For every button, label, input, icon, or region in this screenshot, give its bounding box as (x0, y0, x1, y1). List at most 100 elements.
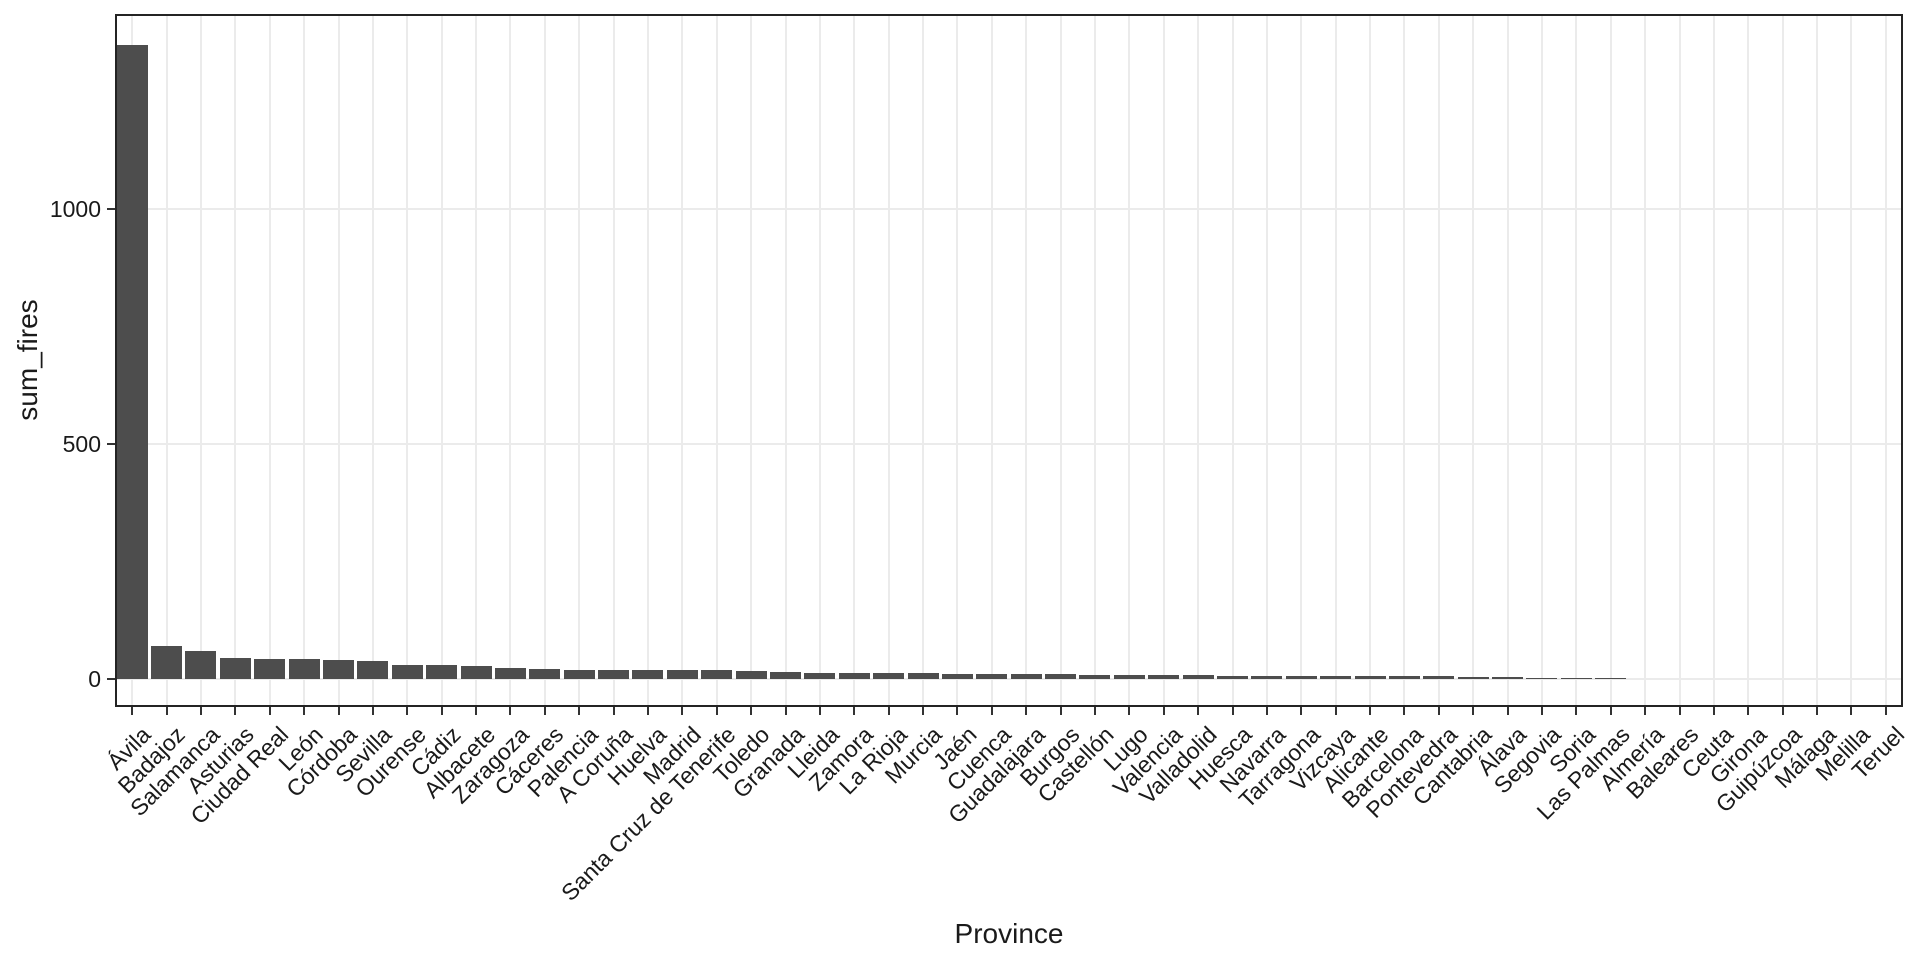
x-tick-mark (1197, 707, 1200, 715)
x-gridline (715, 14, 718, 707)
x-tick-mark (165, 707, 168, 715)
x-tick-mark (990, 707, 993, 715)
bar (185, 650, 217, 679)
x-tick-mark (646, 707, 649, 715)
x-gridline (1644, 14, 1647, 707)
y-gridline (115, 677, 1903, 680)
bar (1560, 677, 1592, 679)
x-gridline (337, 14, 340, 707)
y-axis-title: sum_fires (12, 299, 43, 421)
bar (1285, 676, 1317, 679)
x-gridline (990, 14, 993, 707)
x-gridline (1609, 14, 1612, 707)
x-gridline (1850, 14, 1853, 707)
x-tick-mark (1506, 707, 1509, 715)
x-tick-mark (1609, 707, 1612, 715)
bar (735, 670, 767, 679)
bar (151, 645, 183, 679)
x-tick-mark (1093, 707, 1096, 715)
x-gridline (1162, 14, 1165, 707)
x-tick-mark (1437, 707, 1440, 715)
x-tick-mark (612, 707, 615, 715)
bar (701, 670, 733, 679)
x-gridline (1197, 14, 1200, 707)
x-gridline (475, 14, 478, 707)
bar (976, 673, 1008, 679)
bar (357, 660, 389, 679)
x-gridline (1781, 14, 1784, 707)
x-gridline (1678, 14, 1681, 707)
x-gridline (406, 14, 409, 707)
x-tick-mark (371, 707, 374, 715)
y-tick-label: 0 (88, 665, 101, 692)
x-gridline (1059, 14, 1062, 707)
x-tick-mark (853, 707, 856, 715)
x-gridline (1712, 14, 1715, 707)
x-gridline (509, 14, 512, 707)
x-gridline (199, 14, 202, 707)
x-tick-mark (1816, 707, 1819, 715)
x-tick-mark (1747, 707, 1750, 715)
x-gridline (750, 14, 753, 707)
x-tick-mark (1025, 707, 1028, 715)
x-tick-mark (1059, 707, 1062, 715)
bar (1182, 675, 1214, 679)
x-gridline (1334, 14, 1337, 707)
x-tick-mark (750, 707, 753, 715)
bar (460, 666, 492, 679)
x-tick-mark (1712, 707, 1715, 715)
x-gridline (887, 14, 890, 707)
bar (1492, 676, 1524, 679)
x-tick-mark (681, 707, 684, 715)
y-gridline (115, 443, 1903, 446)
y-tick-mark (107, 443, 115, 446)
plot-panel (115, 14, 1903, 707)
y-tick-mark (107, 677, 115, 680)
x-tick-mark (406, 707, 409, 715)
x-gridline (956, 14, 959, 707)
bar (1526, 677, 1558, 679)
x-gridline (818, 14, 821, 707)
bar (563, 669, 595, 679)
x-axis-title: Province (954, 918, 1064, 949)
y-tick-label: 1000 (49, 196, 101, 223)
x-gridline (1816, 14, 1819, 707)
x-tick-mark (509, 707, 512, 715)
bar (598, 669, 630, 679)
x-gridline (578, 14, 581, 707)
bar (1320, 676, 1352, 679)
x-gridline (165, 14, 168, 707)
x-gridline (1884, 14, 1887, 707)
x-tick-mark (1472, 707, 1475, 715)
bar (323, 660, 354, 679)
x-gridline (543, 14, 546, 707)
x-gridline (681, 14, 684, 707)
x-tick-mark (956, 707, 959, 715)
bar (1148, 675, 1180, 679)
x-tick-mark (1781, 707, 1784, 715)
x-gridline (1575, 14, 1578, 707)
bar (1457, 676, 1489, 679)
x-gridline (1093, 14, 1096, 707)
x-tick-mark (1334, 707, 1337, 715)
x-tick-mark (715, 707, 718, 715)
x-tick-mark (818, 707, 821, 715)
bar (391, 664, 423, 679)
bar (666, 670, 698, 679)
x-gridline (853, 14, 856, 707)
x-tick-mark (475, 707, 478, 715)
x-tick-mark (440, 707, 443, 715)
x-tick-mark (1884, 707, 1887, 715)
x-gridline (612, 14, 615, 707)
x-gridline (1437, 14, 1440, 707)
bar (873, 673, 905, 679)
bar (1079, 674, 1111, 679)
x-gridline (1231, 14, 1234, 707)
bar (494, 668, 526, 679)
x-gridline (440, 14, 443, 707)
x-gridline (1025, 14, 1028, 707)
x-tick-mark (268, 707, 271, 715)
bar (907, 673, 939, 679)
x-tick-mark (543, 707, 546, 715)
x-tick-mark (887, 707, 890, 715)
